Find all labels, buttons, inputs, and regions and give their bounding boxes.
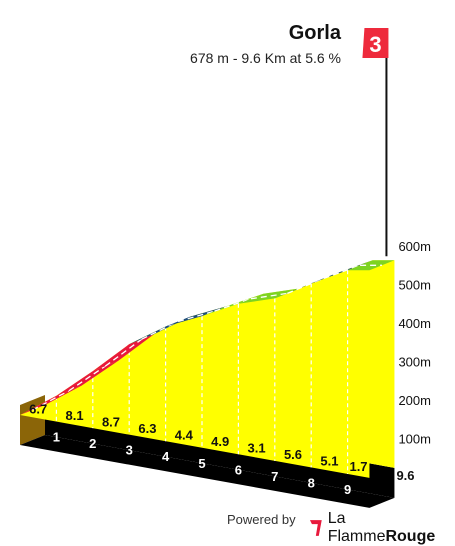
km-label: 1	[53, 430, 60, 445]
flame-icon	[308, 518, 324, 538]
km-label: 4	[162, 449, 170, 464]
y-tick-label: 100m	[398, 431, 431, 446]
km-label: 2	[89, 436, 96, 451]
category-number: 3	[369, 32, 381, 57]
brand-name-light: La Flamme	[328, 510, 386, 545]
km-label: 8	[308, 475, 315, 490]
gradient-label: 4.4	[175, 427, 194, 442]
y-tick-label: 200m	[398, 393, 431, 408]
y-tick-label: 500m	[398, 277, 431, 292]
gradient-label: 4.9	[211, 434, 229, 449]
km-label: 5	[198, 456, 205, 471]
y-tick-label: 400m	[398, 316, 431, 331]
gradient-label: 8.7	[102, 414, 120, 429]
final-km-label: 9.6	[396, 468, 414, 483]
gradient-label: 6.3	[138, 421, 156, 436]
powered-by-text: Powered by	[227, 512, 296, 527]
km-label: 9	[344, 482, 351, 497]
gradient-label: 5.6	[284, 447, 302, 462]
gradient-label: 5.1	[320, 454, 338, 469]
gradient-label: 3.1	[248, 441, 266, 456]
gradient-label: 8.1	[66, 408, 84, 423]
brand-logo: La FlammeRouge	[308, 510, 455, 546]
km-label: 3	[126, 443, 133, 458]
km-label: 6	[235, 462, 242, 477]
gradient-label: 1.7	[349, 459, 367, 474]
km-label: 7	[271, 469, 278, 484]
brand-name-bold: Rouge	[385, 528, 435, 545]
y-tick-label: 300m	[398, 354, 431, 369]
gradient-label: 6.7	[29, 401, 47, 416]
y-tick-label: 600m	[398, 239, 431, 254]
